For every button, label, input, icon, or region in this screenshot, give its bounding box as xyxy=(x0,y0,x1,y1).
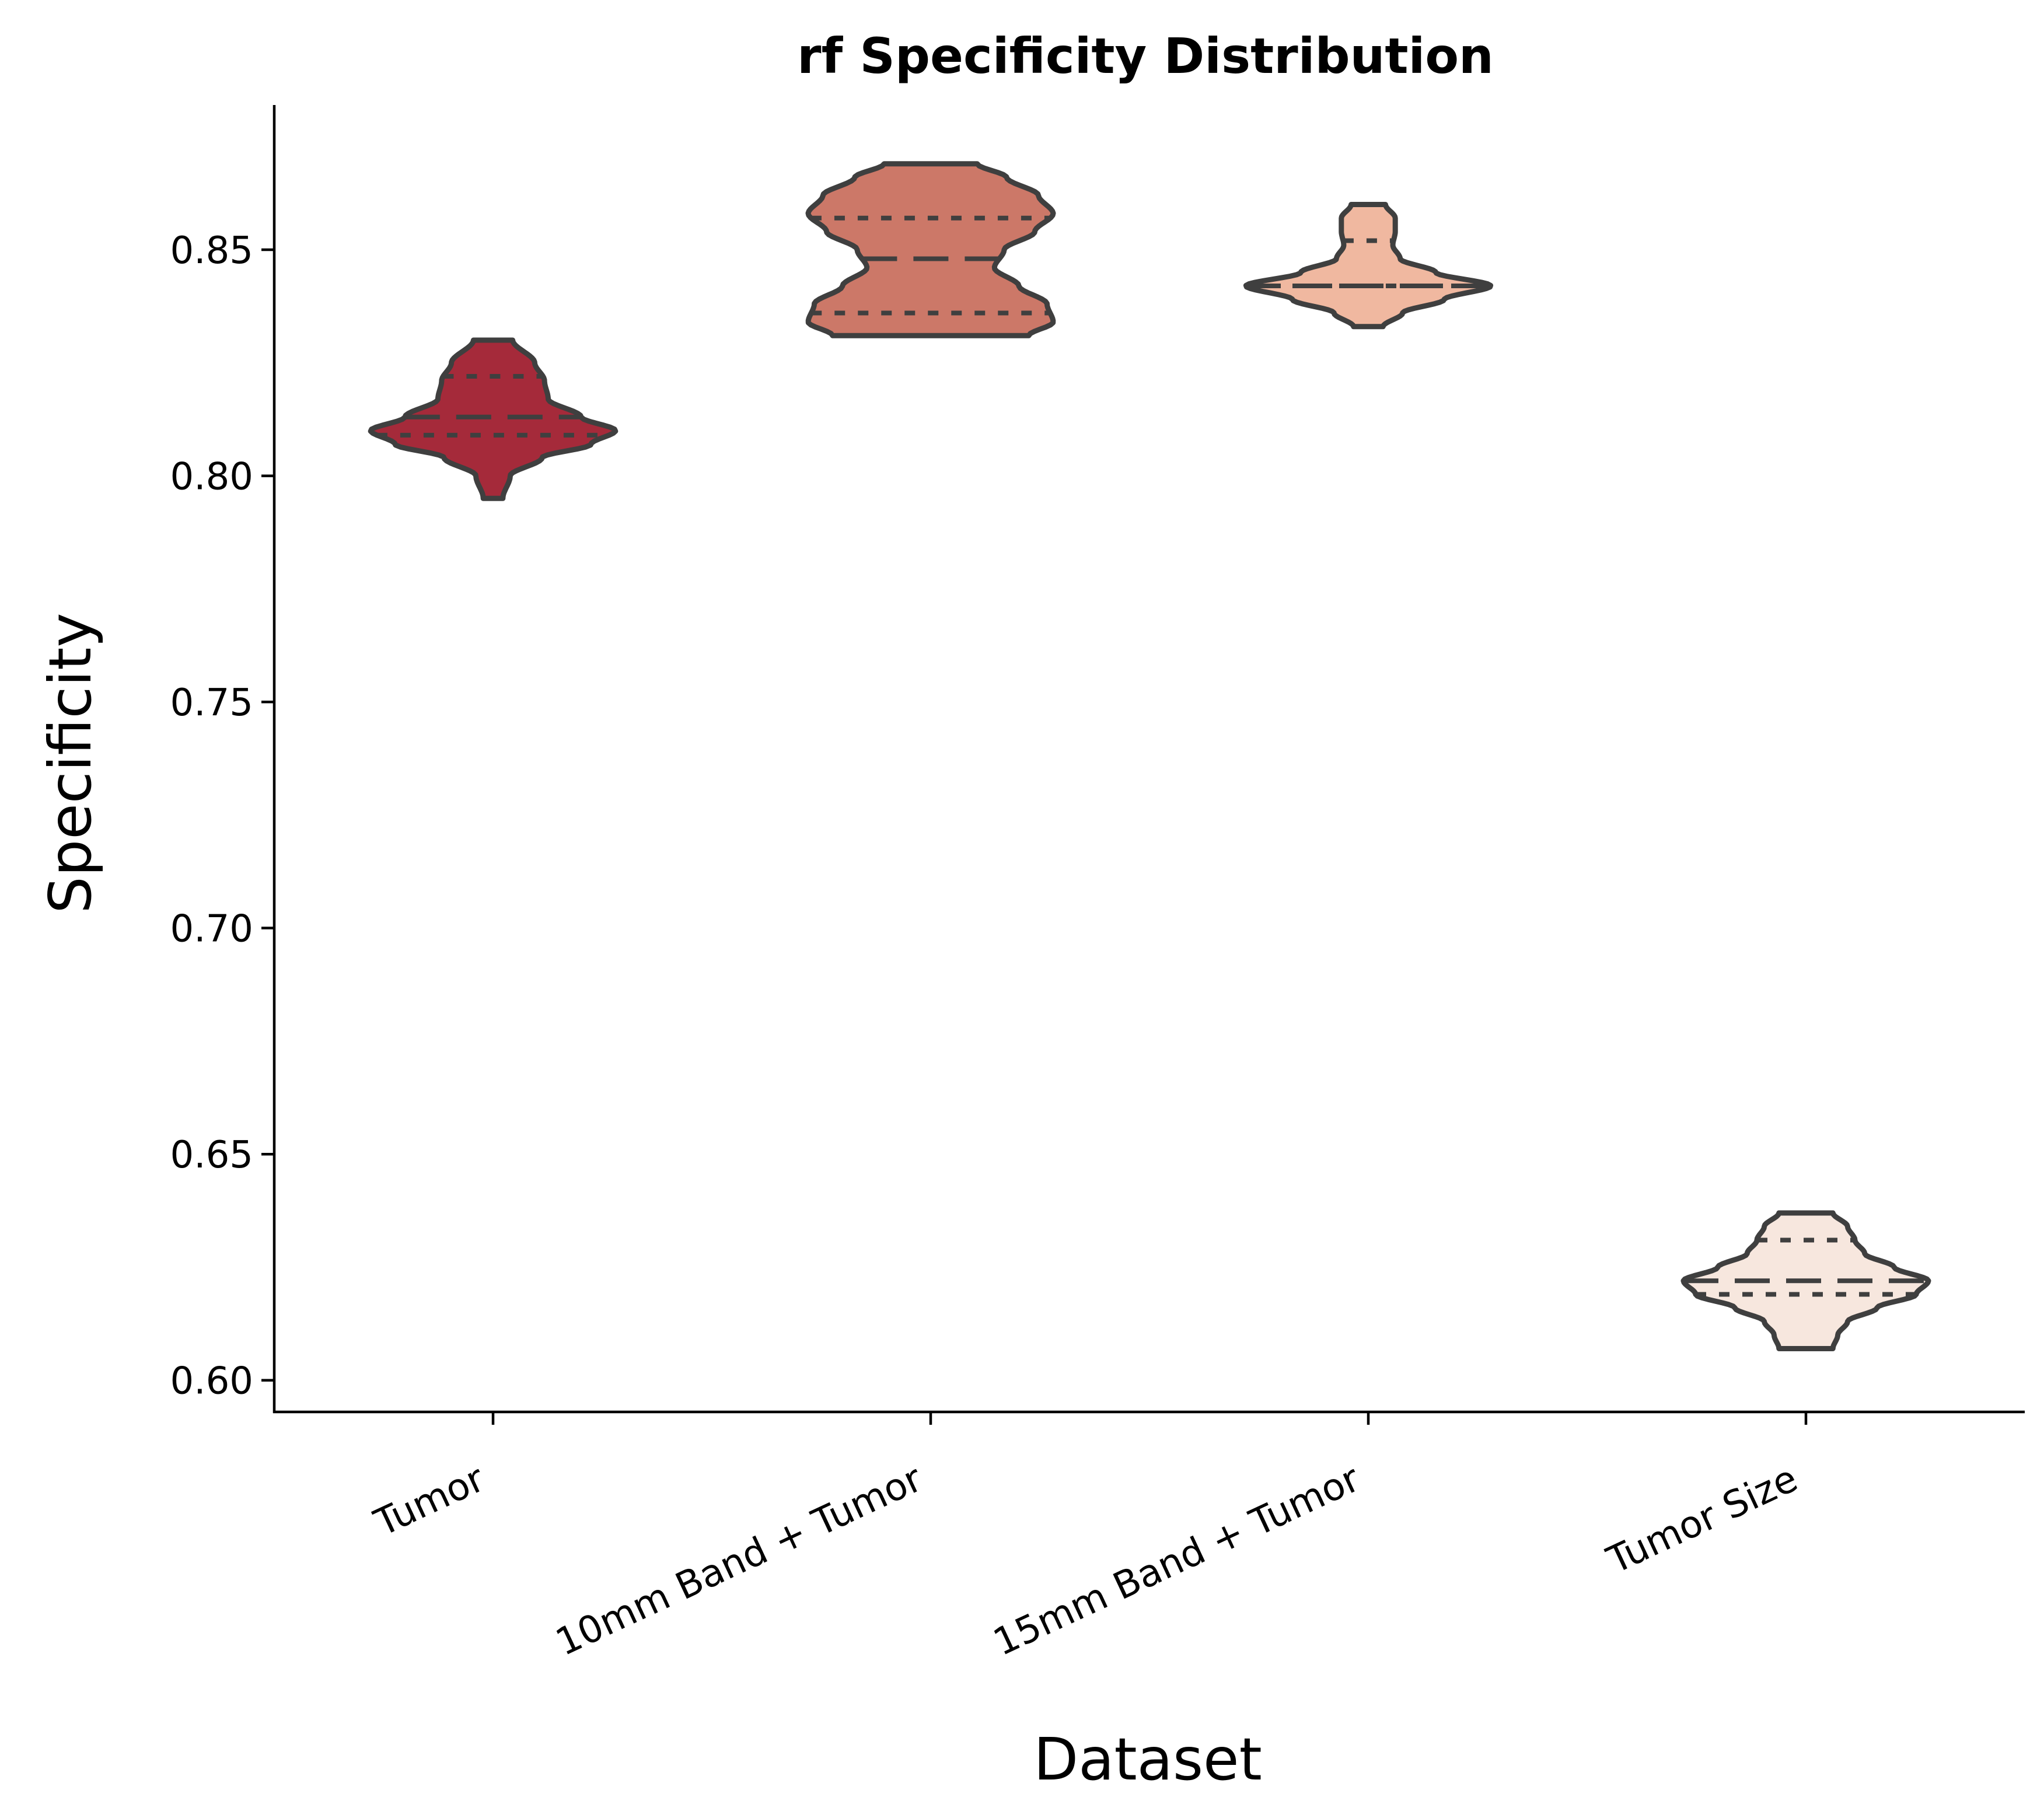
x-tick-label: Tumor xyxy=(368,1457,491,1545)
x-tick-label: Tumor Size xyxy=(1601,1457,1804,1582)
y-tick-label: 0.65 xyxy=(170,1134,254,1177)
x-tick-label: 10mm Band + Tumor xyxy=(550,1457,930,1665)
violins-layer xyxy=(368,161,1931,1351)
violin-body xyxy=(368,337,619,501)
y-tick-label: 0.75 xyxy=(170,681,254,725)
y-tick-label: 0.60 xyxy=(170,1360,254,1403)
y-axis-ticks: 0.60 0.65 0.70 0.75 0.80 0.85 xyxy=(170,229,274,1403)
violin-body xyxy=(1243,202,1494,330)
y-tick-label: 0.70 xyxy=(170,908,254,951)
y-tick-label: 0.80 xyxy=(170,456,254,499)
x-axis-label: Dataset xyxy=(1033,1725,1262,1793)
chart-title: rf Specificity Distribution xyxy=(797,27,1494,85)
violin-body xyxy=(805,161,1056,338)
y-axis-label: Specificity xyxy=(36,613,104,913)
x-axis-ticks: Tumor 10mm Band + Tumor 15mm Band + Tumor T… xyxy=(368,1412,1808,1665)
x-tick-label: 15mm Band + Tumor xyxy=(987,1457,1367,1665)
y-tick-label: 0.85 xyxy=(170,229,254,272)
